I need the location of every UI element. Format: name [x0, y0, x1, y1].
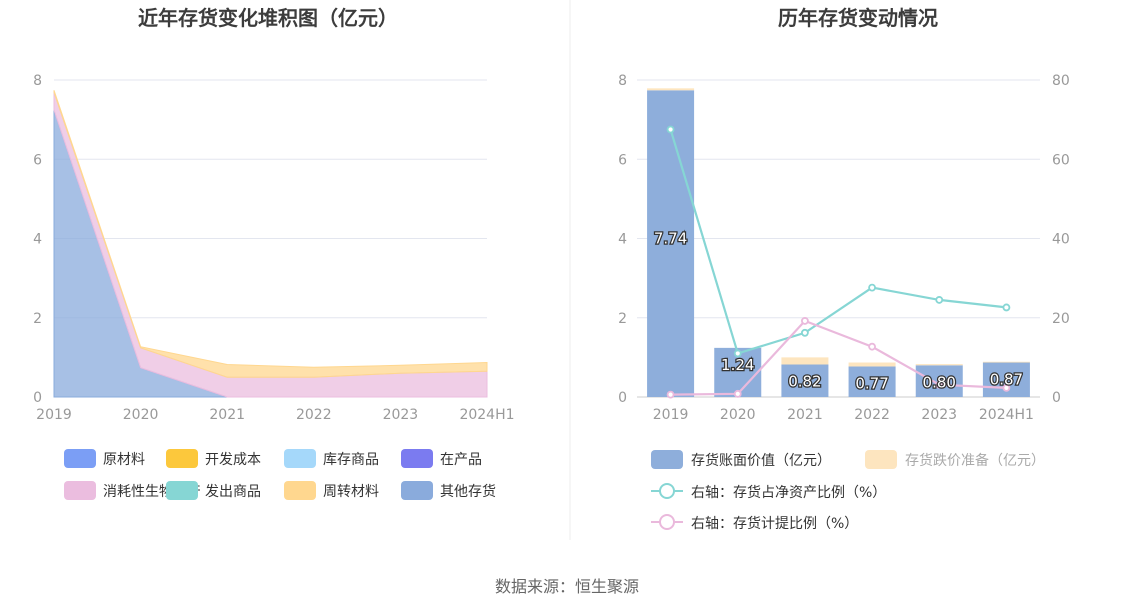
line-series-右轴：存货占净资产比例（%） [669, 129, 1007, 355]
bar-data-label: 0.82 [788, 373, 821, 391]
legend-marker [659, 483, 675, 499]
bar-book-value [647, 90, 695, 398]
line-point [1002, 303, 1011, 312]
line-point [868, 342, 876, 351]
right-y-tick-label: 2 [618, 311, 627, 327]
left-stacked-area-chart: 0 2 4 6 8 2019 2020 2021 2022 2023 2024H1 [33, 73, 514, 423]
right-y2-tick-label: 60 [1052, 152, 1070, 168]
line-point [935, 380, 944, 389]
legend-label: 库存商品 [323, 452, 379, 468]
legend-item-其他存货[interactable]: 其他存货 [401, 481, 496, 500]
legend-item-周转材料[interactable]: 周转材料 [284, 481, 379, 500]
bar-book-value [781, 364, 829, 397]
legend-swatch [64, 481, 96, 500]
right-chart-title: 历年存货变动情况 [778, 6, 938, 30]
line-point [666, 125, 675, 134]
right-y2-tick-label: 40 [1052, 232, 1070, 248]
left-x-tick-label: 2021 [209, 407, 245, 423]
line-point [666, 390, 675, 399]
area-series-周转材料 [53, 90, 488, 378]
line-point [733, 349, 742, 358]
legend-item-库存商品[interactable]: 库存商品 [284, 449, 379, 468]
data-source-label: 数据来源：恒生聚源 [495, 577, 639, 596]
legend-label: 在产品 [440, 452, 482, 468]
bar-data-label: 0.80 [923, 373, 956, 391]
line-point [801, 317, 809, 325]
right-x-tick-label: 2021 [787, 407, 823, 423]
bar-data-label: 7.74 [654, 230, 687, 248]
legend-swatch [166, 449, 198, 468]
legend-item-开发成本[interactable]: 开发成本 [166, 449, 261, 468]
right-y-tick-label: 4 [618, 232, 627, 248]
left-x-tick-label: 2022 [296, 407, 332, 423]
bar-data-label: 0.77 [855, 374, 888, 392]
left-y-tick-label: 6 [33, 152, 42, 168]
legend-swatch [651, 450, 683, 469]
right-legend: 存货账面价值（亿元） 存货跌价准备（亿元） 右轴：存货占净资产比例（%） 右轴：存货计… [651, 450, 1045, 532]
bar-impairment-provision [647, 88, 695, 91]
legend-label: 周转材料 [323, 484, 379, 500]
right-x-tick-label: 2022 [854, 407, 890, 423]
left-y-tick-label: 0 [33, 390, 42, 406]
legend-label: 右轴：存货占净资产比例（%） [691, 484, 886, 501]
right-x-tick-label: 2019 [653, 407, 689, 423]
legend-item-在产品[interactable]: 在产品 [401, 449, 482, 468]
legend-label: 开发成本 [205, 452, 261, 468]
bar-data-label: 1.24 [721, 356, 754, 374]
bar-impairment-provision [982, 361, 1030, 363]
legend-swatch [284, 449, 316, 468]
area-series-其他存货 [53, 109, 487, 398]
bar-impairment-provision [781, 357, 829, 365]
right-y-tick-label: 8 [618, 73, 627, 89]
legend-label: 存货跌价准备（亿元） [905, 452, 1045, 469]
left-x-tick-label: 2024H1 [459, 407, 514, 423]
line-point [868, 283, 876, 292]
left-x-tick-label: 2023 [383, 407, 419, 423]
bar-impairment-provision [848, 362, 896, 367]
legend-item-右轴：存货计提比例（%）[interactable]: 右轴：存货计提比例（%） [651, 514, 858, 532]
line-point [733, 389, 742, 398]
legend-item-存货账面价值（亿元）[interactable]: 存货账面价值（亿元） [651, 450, 831, 469]
left-x-tick-label: 2019 [36, 407, 72, 423]
legend-item-存货跌价准备（亿元）[interactable]: 存货跌价准备（亿元） [865, 450, 1045, 469]
line-point [1002, 383, 1011, 392]
legend-label: 存货账面价值（亿元） [691, 452, 831, 469]
right-x-tick-label: 2024H1 [979, 407, 1034, 423]
right-x-tick-label: 2023 [921, 407, 957, 423]
legend-swatch [284, 481, 316, 500]
bar-data-label: 0.87 [990, 371, 1023, 389]
legend-label: 发出商品 [205, 484, 261, 500]
right-y-tick-label: 0 [618, 390, 627, 406]
right-y-tick-label: 6 [618, 152, 627, 168]
line-series-右轴：存货计提比例（%） [670, 319, 1007, 396]
legend-swatch [64, 449, 96, 468]
left-y-tick-label: 4 [33, 232, 42, 248]
right-y2-tick-label: 0 [1052, 390, 1061, 406]
line-point [935, 296, 944, 304]
line-point [801, 328, 809, 337]
right-y2-tick-label: 80 [1052, 73, 1070, 89]
left-y-tick-label: 2 [33, 311, 42, 327]
legend-label: 右轴：存货计提比例（%） [691, 515, 858, 532]
legend-item-发出商品[interactable]: 发出商品 [166, 481, 261, 500]
right-x-tick-label: 2020 [720, 407, 756, 423]
legend-item-原材料[interactable]: 原材料 [64, 449, 145, 468]
legend-label: 其他存货 [440, 483, 496, 500]
legend-swatch [865, 450, 897, 469]
left-x-tick-label: 2020 [123, 407, 159, 423]
legend-swatch [401, 481, 433, 500]
bar-impairment-provision [915, 364, 963, 366]
legend-item-右轴：存货占净资产比例（%）[interactable]: 右轴：存货占净资产比例（%） [651, 483, 886, 501]
right-y2-tick-label: 20 [1052, 311, 1070, 327]
legend-label: 原材料 [103, 452, 145, 468]
legend-marker [659, 514, 675, 530]
left-y-tick-label: 8 [33, 73, 42, 89]
legend-swatch [166, 481, 198, 500]
bar-book-value [848, 366, 896, 397]
left-chart-title: 近年存货变化堆积图（亿元） [138, 6, 398, 30]
legend-swatch [401, 449, 433, 468]
